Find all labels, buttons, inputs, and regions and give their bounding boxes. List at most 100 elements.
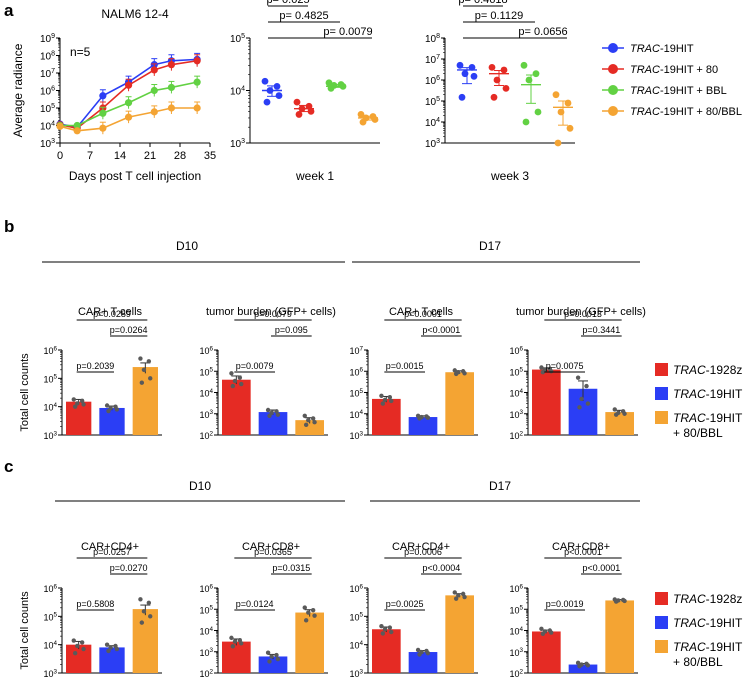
a1-point-red [150, 66, 158, 74]
bc7-point [104, 642, 110, 647]
bc4-y-tick-label: 103 [199, 409, 213, 420]
a1-y-tick-label: 104 [40, 121, 55, 133]
bc6-y-tick-label: 106 [509, 345, 523, 356]
bc5-chart-title: CAR+ T cells [389, 306, 454, 318]
bc4-bar-red [222, 379, 251, 435]
bc6-point [540, 370, 546, 375]
a1-point-blue [261, 77, 269, 85]
panel-b-day-header-d10: D10 [176, 239, 198, 253]
bc6-point [577, 405, 582, 410]
bc5-point [389, 398, 394, 404]
a2-point-orange [557, 108, 565, 116]
bc3-bar-orange [132, 367, 158, 435]
a1-y-tick-label: 107 [40, 68, 55, 80]
bc5-point [417, 416, 422, 421]
bc6-point [575, 375, 581, 380]
bc3-point [106, 408, 111, 414]
bc3-point [72, 404, 78, 409]
a1-x-tick-label: 14 [114, 150, 126, 162]
bc10-point [585, 663, 591, 668]
a1-x-axis-title: Days post T cell injection [69, 169, 201, 183]
bc4-y-tick-label: 105 [199, 367, 213, 378]
legend-a-marker-green [608, 85, 618, 95]
bc5-y-tick-label: 105 [349, 388, 363, 399]
a1-point-orange [73, 127, 81, 135]
bc4-bar-orange [295, 420, 324, 435]
a1-point-green [339, 82, 347, 90]
bc3-point [114, 407, 120, 412]
legend-c-label: TRAC-19HIT [673, 616, 743, 630]
legend-a-label: TRAC-19HIT + 80 [630, 64, 718, 76]
bc6-point [579, 396, 584, 402]
bc6-chart-title: tumor burden (GFP+ cells) [516, 306, 646, 318]
a2-point-green [525, 76, 533, 84]
bc9-bar-orange [445, 595, 474, 673]
legend-a-marker-red [608, 64, 618, 74]
a1-point-red [293, 98, 301, 106]
bc5-point [387, 395, 393, 400]
bc10-bar-blue [568, 664, 598, 673]
bc7-p-value: p=0.0270 [110, 563, 148, 573]
bc5-point [380, 401, 386, 406]
bc8-point [232, 639, 238, 644]
bc3-bar-red [66, 401, 92, 435]
bc4-point [302, 413, 307, 419]
bc9-point [417, 652, 422, 657]
panel-label-c: c [4, 457, 13, 476]
bc3-point [141, 367, 147, 373]
bc6-point [613, 412, 619, 417]
bc9-p-value: p=0.0006 [404, 547, 442, 557]
bc8-point [274, 652, 279, 658]
a2-point-red [500, 66, 508, 74]
legend-b-label: TRAC-19HIT [673, 411, 743, 425]
bc9-point [389, 629, 394, 635]
bc10-y-tick-label: 105 [509, 605, 523, 616]
a1-point-green [124, 99, 133, 107]
bc7-bar-red [66, 644, 92, 673]
bc4-point [230, 383, 236, 389]
a2-y-tick-label: 106 [425, 75, 440, 87]
bc8-y-tick-label: 106 [199, 583, 213, 594]
a1-point-orange [56, 122, 64, 130]
a1-chart-title: NALM6 12-4 [101, 7, 169, 21]
bc9-point [380, 631, 386, 636]
a2-point-blue [458, 93, 466, 101]
a2-point-green [534, 108, 542, 116]
legend-b-label-line2: + 80/BBL [673, 426, 723, 440]
bc4-point [274, 409, 279, 414]
bc8-point [230, 644, 236, 649]
bc5-point [425, 415, 431, 420]
a1-point-blue [263, 98, 271, 106]
a1-point-green [327, 84, 335, 92]
bc7-point [71, 638, 76, 643]
bc3-p-value: p=0.0289 [93, 309, 131, 319]
bc9-bar-red [372, 629, 401, 673]
a1-point-red [307, 107, 315, 115]
legend-c-label: TRAC-19HIT [673, 640, 743, 654]
a1-chart-title: week 1 [295, 169, 334, 183]
a2-y-tick-label: 107 [425, 54, 440, 66]
bc4-point [232, 378, 238, 384]
bc5-p-value: p=0.0001 [404, 309, 442, 319]
bc5-point [452, 368, 457, 373]
bc6-y-tick-label: 105 [509, 367, 523, 378]
bc3-point [79, 398, 85, 404]
a1-point-orange [167, 104, 176, 112]
a1-point-orange [371, 116, 379, 123]
a2-y-tick-label: 104 [425, 117, 440, 129]
bc9-point [453, 596, 459, 601]
bc6-p-value: p=0.0013 [564, 309, 602, 319]
bc4-p-value: p=0.0079 [254, 309, 292, 319]
bc4-point [312, 420, 317, 425]
bc8-bar-orange [295, 612, 324, 673]
a1-point-green [193, 78, 201, 86]
a1-point-blue [99, 92, 107, 100]
bc8-point [306, 610, 311, 615]
bc5-y-tick-label: 106 [349, 367, 363, 378]
a1-point-orange [150, 108, 158, 116]
bc10-y-tick-label: 103 [509, 647, 523, 658]
a1-y-tick-label: 109 [40, 33, 55, 45]
panel-c-day-header-d10: D10 [189, 479, 211, 493]
a2-p-value: p= 0.4618 [458, 0, 507, 6]
a1-point-green [167, 83, 176, 92]
